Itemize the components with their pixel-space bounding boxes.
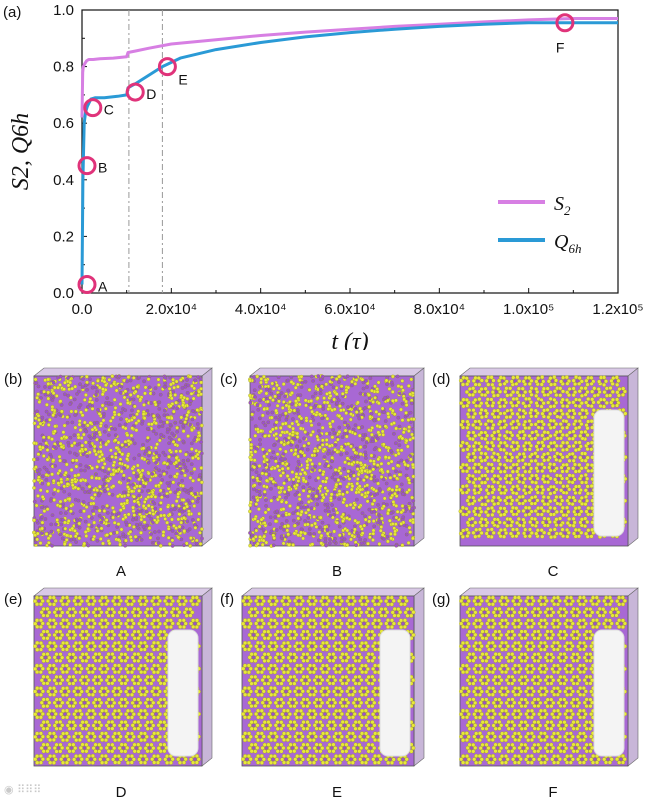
marker-C	[83, 98, 103, 118]
panel-label-c: (c)	[220, 371, 238, 388]
y-tick-label: 0.8	[53, 59, 74, 76]
panel-label-b: (b)	[4, 371, 23, 388]
state-label-e: E	[331, 784, 342, 801]
watermark-logo: ◉ ⠿⠿⠿	[4, 783, 42, 796]
series-line-S2	[80, 17, 618, 118]
y-axis-title: S2, Q6h	[8, 113, 34, 190]
box-side-face	[627, 587, 639, 767]
y-tick-label: 0.2	[53, 228, 74, 245]
x-tick-label: 1.0x10⁵	[503, 301, 554, 318]
box-top-face	[459, 367, 639, 377]
marker-label-E: E	[178, 72, 187, 88]
box-side-face	[413, 367, 425, 547]
state-label-b: B	[331, 563, 342, 580]
x-tick-label: 1.2x10⁵	[592, 301, 643, 318]
bead-layer	[248, 374, 416, 548]
state-label-a: A	[115, 563, 126, 580]
marker-label-B: B	[98, 160, 107, 176]
box-top-face	[459, 587, 639, 597]
snapshot-b	[248, 367, 425, 548]
snapshot-e	[241, 587, 425, 767]
snapshot-c	[458, 367, 639, 547]
panel-label-f: (f)	[220, 591, 235, 608]
marker-F	[555, 13, 575, 33]
box-side-face	[627, 367, 639, 547]
x-tick-label: 0.0	[72, 301, 93, 318]
state-label-c: C	[547, 563, 559, 580]
x-tick-label: 6.0x10⁴	[324, 301, 375, 318]
state-label-f: F	[548, 784, 558, 801]
panel-label-e: (e)	[4, 591, 23, 608]
panel-label-a: (a)	[3, 4, 21, 21]
rod-inset	[593, 629, 625, 757]
panel-label-g: (g)	[432, 591, 451, 608]
snapshot-d	[33, 587, 213, 767]
rod-inset	[167, 629, 199, 757]
x-axis-title: t (τ)	[331, 329, 368, 350]
marker-A	[77, 275, 97, 295]
rod-inset	[379, 629, 411, 757]
x-tick-label: 4.0x10⁴	[235, 301, 286, 318]
series-line-Q6h	[80, 21, 618, 285]
x-tick-label: 8.0x10⁴	[414, 301, 465, 318]
box-top-face	[241, 587, 425, 597]
marker-label-C: C	[104, 102, 114, 118]
box-side-face	[413, 587, 425, 767]
box-side-face	[201, 587, 213, 767]
marker-E	[157, 57, 177, 77]
state-label-d: D	[115, 784, 127, 801]
marker-D	[125, 82, 145, 102]
rod-inset	[593, 409, 625, 537]
y-tick-label: 0.4	[53, 172, 74, 189]
snapshot-f	[459, 587, 639, 767]
marker-label-F: F	[556, 40, 565, 56]
legend-label-Q6h: Q6h	[554, 231, 581, 256]
panel-label-d: (d)	[432, 371, 451, 388]
y-tick-label: 1.0	[53, 2, 74, 19]
snapshot-a	[32, 367, 213, 548]
marker-B	[77, 156, 97, 176]
marker-label-A: A	[98, 279, 108, 295]
box-side-face	[201, 367, 213, 547]
y-tick-label: 0.0	[53, 285, 74, 302]
y-tick-label: 0.6	[53, 115, 74, 132]
box-top-face	[33, 587, 213, 597]
order-parameter-chart: (a) 0.0 2.0x10⁴ 4.0x10⁴ 6.0x10⁴ 8.0x10⁴ 1.0x10…	[3, 2, 644, 350]
bead-layer	[32, 374, 204, 548]
legend-label-S2: S2	[554, 193, 571, 218]
x-tick-label: 2.0x10⁴	[146, 301, 197, 318]
marker-label-D: D	[146, 86, 156, 102]
